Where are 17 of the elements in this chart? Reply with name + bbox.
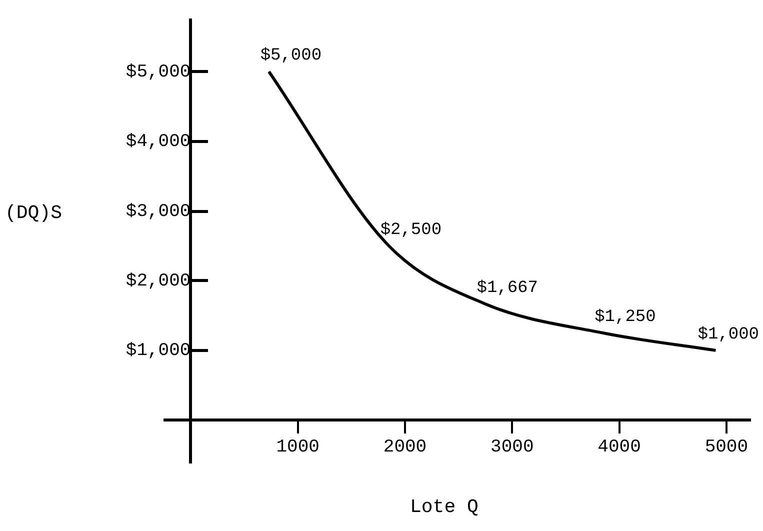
y-tick-label: $5,000: [126, 62, 191, 82]
y-tick-label: $2,000: [126, 272, 191, 292]
data-label: $1,667: [476, 278, 538, 298]
y-axis-title: (DQ)S: [5, 202, 62, 224]
x-axis-title: Lote Q: [410, 496, 478, 518]
x-tick-label: 4000: [598, 438, 641, 458]
x-tick-label: 2000: [383, 438, 427, 458]
y-tick-label: $1,000: [126, 341, 191, 362]
data-label: $1,250: [594, 308, 656, 328]
x-tick-label: 5000: [704, 438, 748, 458]
x-tick-label: 3000: [490, 438, 534, 458]
x-tick-label: 1000: [276, 438, 320, 458]
y-tick-label: $3,000: [126, 202, 191, 222]
data-label: $1,000: [698, 325, 760, 344]
y-tick-label: $4,000: [126, 132, 191, 152]
data-label: $2,500: [380, 220, 442, 240]
data-label: $5,000: [260, 46, 322, 66]
